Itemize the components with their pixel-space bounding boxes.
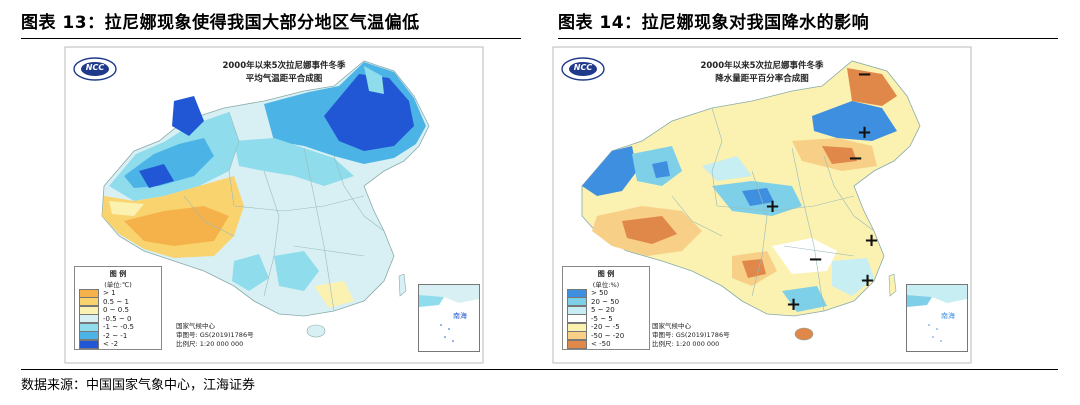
title-underline-right (558, 38, 1058, 39)
minus-marker-northeast: − (857, 64, 873, 85)
precipitation-anomaly-map: − + − + + − + + NCC 2000年以来5次拉尼娜事件冬季 降水量… (552, 46, 972, 364)
precipitation-map-svg (552, 46, 972, 364)
ncc-logo-text: NCC (573, 63, 593, 72)
precipitation-legend-item: > 50 (567, 288, 649, 298)
temperature-legend-item: -0.5 ~ 0 (79, 314, 161, 324)
precipitation-legend-unit: (单位:%) (592, 281, 620, 289)
minus-marker-south: − (808, 249, 824, 270)
precipitation-map-title-line1: 2000年以来5次拉尼娜事件冬季 (700, 61, 824, 71)
source-rule (21, 369, 1058, 370)
plus-marker-central: + (765, 196, 781, 217)
temperature-anomaly-map: NCC 2000年以来5次拉尼娜事件冬季 平均气温距平合成图 图 例 (单位:℃… (64, 46, 484, 364)
precipitation-legend-label: > 50 (591, 289, 608, 298)
precipitation-legend-label: 20 ~ 50 (591, 297, 620, 306)
plus-marker-east: + (864, 230, 880, 251)
temperature-legend-label: -1 ~ -0.5 (103, 323, 134, 332)
precipitation-legend-item: -50 ~ -20 (567, 331, 649, 341)
temperature-map-title-line1: 2000年以来5次拉尼娜事件冬季 (222, 61, 346, 71)
temperature-map-svg (64, 46, 484, 364)
temperature-legend-unit: (单位:℃) (104, 281, 132, 289)
ncc-logo-text: NCC (85, 63, 105, 72)
temperature-credit-scale: 比例尺: 1:20 000 000 (176, 340, 244, 348)
temperature-legend-item: -1 ~ -0.5 (79, 322, 161, 332)
data-source-note: 数据来源：中国国家气象中心，江海证券 (21, 378, 256, 393)
plus-marker-southwest: + (786, 294, 802, 315)
precipitation-legend: 图 例 (单位:%) > 50 20 ~ 50 5 ~ 20 -5 ~ 5 -20 ~ … (562, 266, 650, 350)
title-underline-left (21, 38, 521, 39)
precipitation-legend-label: -50 ~ -20 (591, 331, 625, 340)
minus-marker-north: − (848, 148, 864, 169)
temperature-legend-label: -2 ~ -1 (103, 331, 128, 340)
temperature-inset-label: 南海 (453, 312, 467, 320)
temperature-legend-label: 0.5 ~ 1 (103, 297, 129, 306)
precipitation-legend-item: -20 ~ -5 (567, 322, 649, 332)
temperature-credit-agency: 国家气候中心 (176, 322, 215, 330)
temperature-legend-label: -0.5 ~ 0 (103, 314, 132, 323)
temperature-legend-item: 0 ~ 0.5 (79, 305, 161, 315)
temperature-legend-item: < -2 (79, 339, 161, 349)
precipitation-map-credits: 国家气候中心 审图号: GS(2019)1786号 比例尺: 1:20 000 … (652, 322, 730, 349)
temperature-legend-label: > 1 (103, 289, 116, 298)
precipitation-credit-scale: 比例尺: 1:20 000 000 (652, 340, 720, 348)
temperature-map-title: 2000年以来5次拉尼娜事件冬季 平均气温距平合成图 (184, 60, 384, 86)
temperature-map-credits: 国家气候中心 审图号: GS(2019)1786号 比例尺: 1:20 000 … (176, 322, 254, 349)
precipitation-legend-swatch (567, 339, 587, 349)
precipitation-credit-approval: 审图号: GS(2019)1786号 (652, 331, 730, 339)
precipitation-legend-item: 5 ~ 20 (567, 305, 649, 315)
temperature-legend-swatch (79, 339, 99, 349)
temperature-legend-title: 图 例 (109, 270, 127, 278)
precipitation-inset-label: 南海 (941, 312, 955, 320)
temperature-map-title-line2: 平均气温距平合成图 (245, 74, 323, 84)
precipitation-credit-agency: 国家气候中心 (652, 322, 691, 330)
plus-marker-northeast: + (857, 122, 873, 143)
precipitation-legend-label: -5 ~ 5 (591, 314, 613, 323)
temperature-legend-item: 0.5 ~ 1 (79, 297, 161, 307)
south-china-sea-inset: 南海 (418, 284, 480, 352)
precipitation-legend-item: -5 ~ 5 (567, 314, 649, 324)
precipitation-map-title-line2: 降水量距平百分率合成图 (715, 74, 809, 84)
temperature-legend-item: > 1 (79, 288, 161, 298)
precipitation-legend-rows: > 50 20 ~ 50 5 ~ 20 -5 ~ 5 -20 ~ -5 -50 ~ -20… (563, 288, 649, 349)
temperature-legend-item: -2 ~ -1 (79, 331, 161, 341)
precipitation-legend-item: < -50 (567, 339, 649, 349)
temperature-legend-label: 0 ~ 0.5 (103, 306, 129, 315)
ncc-logo: NCC (560, 56, 606, 82)
precipitation-legend-label: -20 ~ -5 (591, 323, 620, 332)
precipitation-legend-item: 20 ~ 50 (567, 297, 649, 307)
figure-13-title: 图表 13：拉尼娜现象使得我国大部分地区气温偏低 (21, 13, 420, 33)
south-china-sea-inset: 南海 (906, 284, 968, 352)
plus-marker-southeast: + (860, 270, 876, 291)
precipitation-legend-label: 5 ~ 20 (591, 306, 615, 315)
precipitation-legend-label: < -50 (591, 340, 611, 349)
temperature-legend-label: < -2 (103, 340, 119, 349)
figure-14-title: 图表 14：拉尼娜现象对我国降水的影响 (558, 13, 870, 33)
ncc-logo: NCC (72, 56, 118, 82)
temperature-credit-approval: 审图号: GS(2019)1786号 (176, 331, 254, 339)
precipitation-map-title: 2000年以来5次拉尼娜事件冬季 降水量距平百分率合成图 (662, 60, 862, 86)
precipitation-legend-title: 图 例 (597, 270, 615, 278)
